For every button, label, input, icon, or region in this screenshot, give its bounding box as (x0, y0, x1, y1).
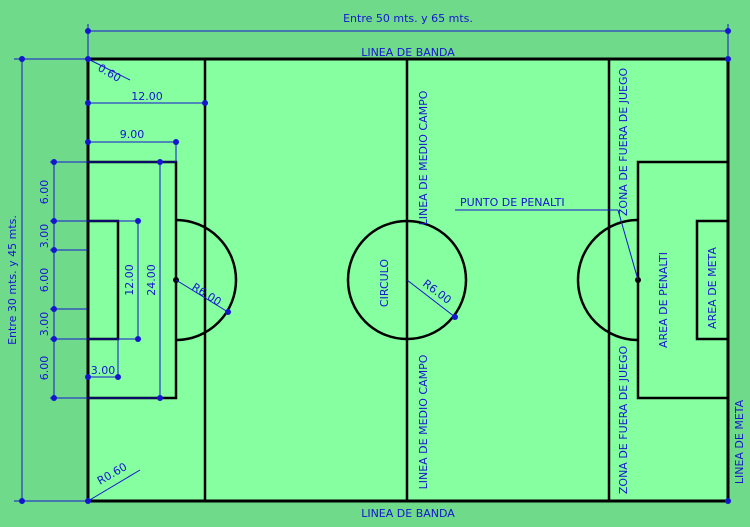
dim-3-a: 3.00 (38, 224, 51, 249)
goal-line-label: LINEA DE META (733, 399, 746, 484)
dim-6-b: 6.00 (38, 268, 51, 293)
width-range-label: Entre 50 mts. y 65 mts. (343, 12, 473, 25)
dim-6-c: 6.00 (38, 356, 51, 381)
touchline-bottom-label: LINEA DE BANDA (361, 507, 455, 520)
halfway-bottom-label: LINEA DE MEDIO CAMPO (417, 354, 430, 489)
dim-12-horizontal: 12.00 (131, 90, 163, 103)
center-circle-label: CIRCULO (378, 259, 391, 307)
halfway-top-label: LINEA DE MEDIO CAMPO (417, 90, 430, 225)
goal-area-right (695, 219, 730, 341)
dim-24-vertical: 24.00 (145, 264, 158, 296)
dim-9-horizontal: 9.00 (120, 128, 145, 141)
length-range-label: Entre 30 mts. y 45 mts. (6, 215, 19, 345)
dim-3-b: 3.00 (38, 312, 51, 337)
penalty-arc-right (576, 218, 638, 342)
dimension-lines (14, 24, 729, 502)
dim-3-small: 3.00 (91, 364, 116, 377)
touchline-top-label: LINEA DE BANDA (361, 46, 455, 59)
center-circle (346, 219, 468, 341)
dimension-markers (19, 28, 731, 504)
dim-12-vertical: 12.00 (123, 264, 136, 296)
offside-zone-bottom-label: ZONA DE FUERA DE JUEGO (617, 346, 630, 495)
penalty-area-label: AREA DE PENALTI (657, 252, 670, 348)
offside-zone-top-label: ZONA DE FUERA DE JUEGO (617, 68, 630, 217)
penalty-spot-label: PUNTO DE PENALTI (460, 196, 565, 209)
goal-area-label: AREA DE META (706, 247, 719, 329)
penalty-arc-left (177, 218, 238, 342)
dim-6-a: 6.00 (38, 180, 51, 205)
